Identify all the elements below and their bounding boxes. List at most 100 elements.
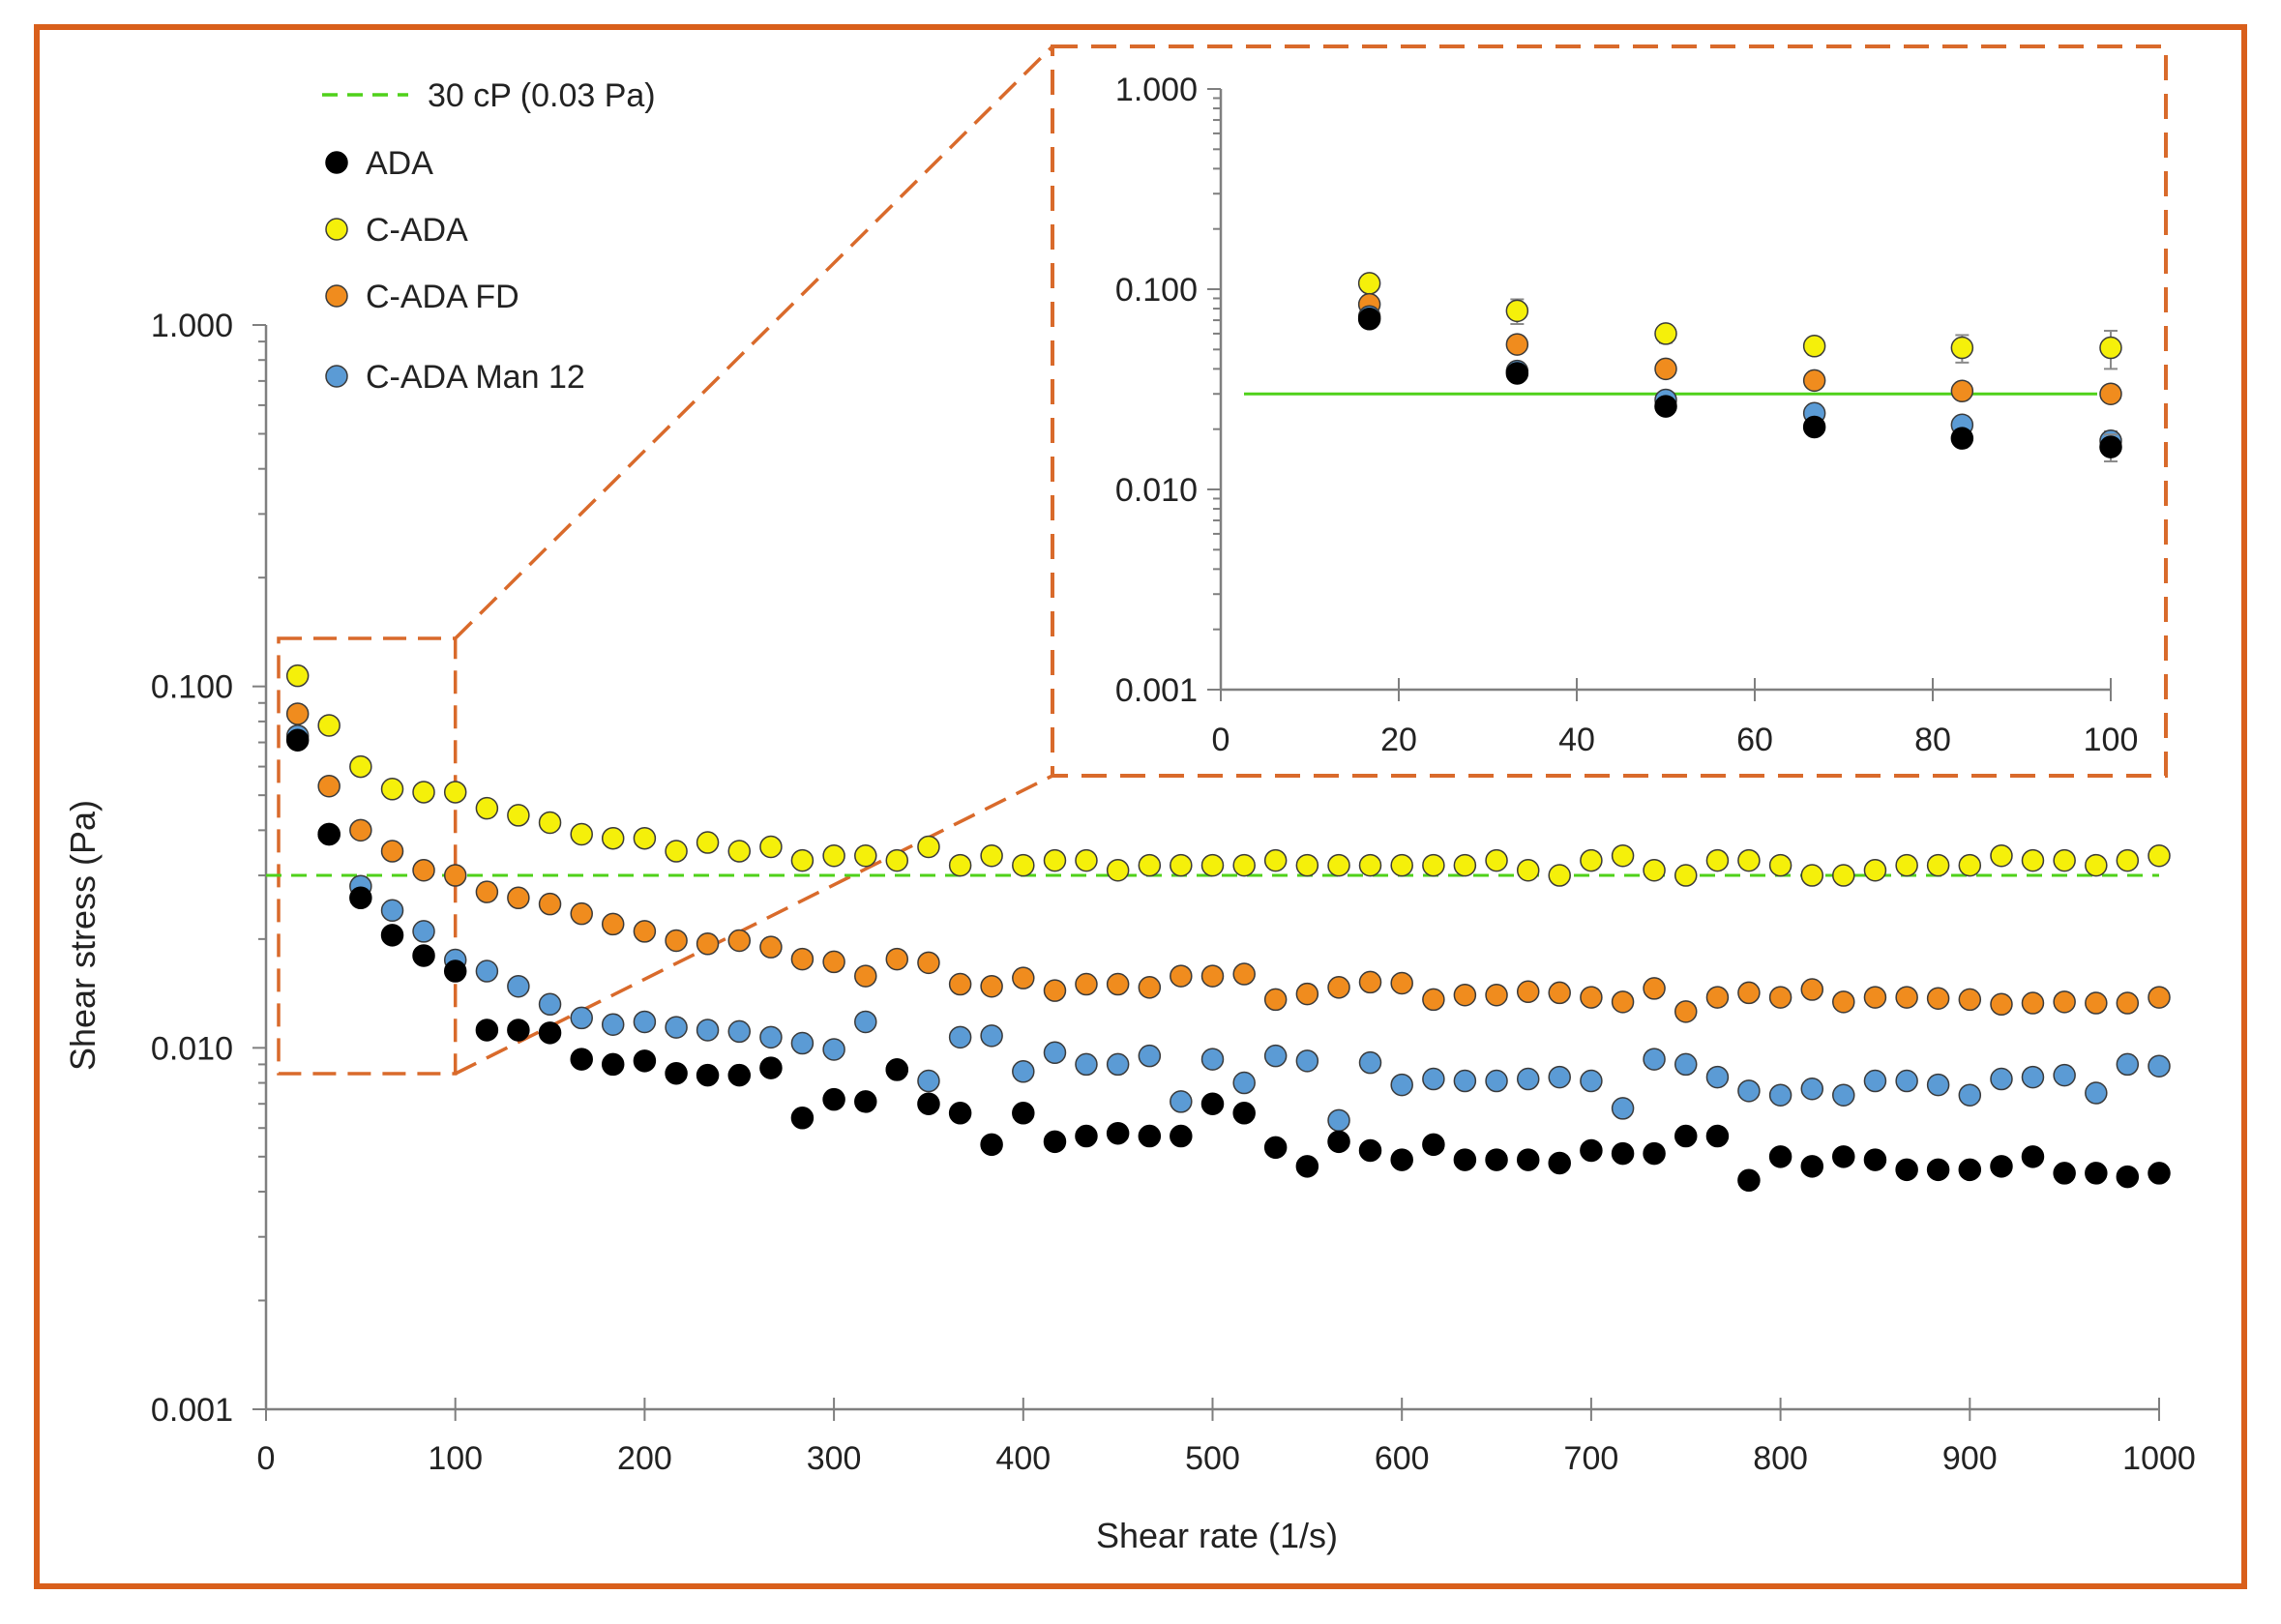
data-point-ada <box>1263 1136 1288 1160</box>
data-point-c-ada-man-12 <box>1611 1097 1635 1120</box>
data-point-c-ada-fd <box>1958 988 1982 1012</box>
inset-chart: 1.000 0.100 0.010 0.001 0 20 40 60 80 100 <box>1051 44 2168 778</box>
series-ada <box>285 728 2171 1193</box>
data-point-c-ada <box>1705 848 1730 872</box>
data-point-c-ada <box>1832 864 1855 887</box>
data-point-c-ada <box>790 848 815 872</box>
data-point-ada <box>1958 1158 1982 1182</box>
data-point-ada <box>538 1021 562 1045</box>
data-point-c-ada-man-12 <box>2053 1063 2076 1087</box>
data-point-c-ada <box>2148 843 2171 868</box>
data-point-c-ada-man-12 <box>1863 1069 1887 1093</box>
data-point-c-ada <box>412 781 435 804</box>
data-point-c-ada-fd <box>948 972 972 996</box>
data-point-c-ada-fd <box>1327 976 1350 999</box>
data-point-c-ada-man-12 <box>1990 1067 2013 1091</box>
data-point-ada <box>380 924 404 947</box>
data-point-c-ada-man-12 <box>1800 1077 1824 1101</box>
y-axis-label: Shear stress (Pa) <box>63 800 103 1071</box>
data-point-c-ada-fd <box>380 840 404 863</box>
x-tick-label: 400 <box>995 1440 1051 1477</box>
data-point-c-ada <box>538 811 562 835</box>
data-point-c-ada-man-12 <box>380 899 404 923</box>
data-point-c-ada <box>727 840 751 863</box>
data-point-ada <box>1485 1148 1508 1171</box>
data-point-c-ada-man-12 <box>790 1031 815 1055</box>
data-point-ada <box>822 1087 845 1111</box>
x-tick-label: 500 <box>1185 1440 1240 1477</box>
data-point-c-ada <box>1453 853 1477 877</box>
data-point-ada <box>1075 1124 1098 1148</box>
data-point-ada <box>1516 1148 1540 1171</box>
data-point-c-ada <box>601 826 625 850</box>
data-point-c-ada-man-12 <box>1768 1083 1792 1107</box>
data-point-ada <box>1453 1148 1477 1171</box>
data-point-c-ada-fd <box>570 901 593 926</box>
data-point-c-ada-man-12 <box>2116 1052 2140 1077</box>
data-point-ada <box>570 1048 593 1071</box>
data-point-ada <box>1895 1158 1918 1182</box>
data-point-c-ada-fd <box>1170 964 1193 988</box>
inset-y-tick-label: 1.000 <box>1115 72 1198 108</box>
data-point-c-ada-fd <box>1895 986 1918 1009</box>
inset-data-point-c-ada <box>1357 272 1381 295</box>
series-c-ada <box>285 664 2171 887</box>
data-point-ada <box>1580 1138 1603 1163</box>
data-point-c-ada-man-12 <box>1043 1041 1067 1065</box>
data-point-ada <box>1327 1130 1350 1154</box>
data-point-c-ada-man-12 <box>1106 1052 1130 1077</box>
data-point-c-ada <box>2021 848 2045 872</box>
data-point-c-ada-fd <box>1643 977 1666 1000</box>
inset-x-tick-label: 0 <box>1212 722 1230 758</box>
data-point-ada <box>1200 1092 1225 1115</box>
data-point-ada <box>317 822 341 846</box>
data-point-c-ada <box>1611 843 1635 868</box>
data-point-c-ada-fd <box>1926 987 1950 1010</box>
data-point-ada <box>633 1049 657 1073</box>
data-point-c-ada <box>1170 853 1193 877</box>
inset-data-points <box>1357 272 2122 463</box>
data-point-ada <box>665 1061 688 1085</box>
data-point-c-ada-fd <box>2116 991 2140 1015</box>
data-point-c-ada-man-12 <box>1548 1065 1571 1089</box>
data-point-ada <box>1737 1168 1761 1193</box>
data-point-c-ada-man-12 <box>1012 1060 1035 1083</box>
data-point-c-ada-fd <box>759 935 783 959</box>
data-point-c-ada-man-12 <box>1580 1069 1603 1093</box>
data-point-c-ada-man-12 <box>1170 1090 1193 1113</box>
data-point-c-ada-fd <box>980 974 1003 998</box>
data-point-ada <box>1232 1102 1256 1125</box>
data-point-c-ada <box>1643 858 1666 882</box>
inset-data-point-c-ada-fd <box>1505 333 1529 356</box>
data-point-c-ada-fd <box>822 950 845 974</box>
legend-label-reference: 30 cP (0.03 Pa) <box>428 77 656 114</box>
x-tick-label: 0 <box>257 1440 276 1477</box>
y-tick-label: 0.100 <box>151 669 233 706</box>
data-point-c-ada-man-12 <box>1200 1048 1225 1071</box>
data-point-c-ada-fd <box>601 912 625 936</box>
inset-data-point-ada <box>1357 308 1381 331</box>
data-point-c-ada-fd <box>885 947 909 971</box>
data-point-c-ada-man-12 <box>570 1006 593 1030</box>
data-point-ada <box>1863 1148 1887 1171</box>
y-tick-label: 1.000 <box>151 308 233 344</box>
data-point-c-ada-man-12 <box>917 1069 940 1093</box>
data-point-c-ada-man-12 <box>1390 1073 1413 1097</box>
data-point-c-ada <box>1548 864 1571 887</box>
data-point-c-ada <box>1358 853 1382 877</box>
data-point-c-ada-man-12 <box>948 1025 972 1049</box>
data-point-c-ada <box>1200 853 1225 877</box>
y-tick-label: 0.001 <box>151 1392 233 1429</box>
legend-marker-c-ada <box>325 218 348 241</box>
data-point-c-ada-man-12 <box>2148 1054 2171 1078</box>
data-point-c-ada-man-12 <box>696 1019 720 1042</box>
data-point-ada <box>948 1102 972 1125</box>
y-tick-label: 0.010 <box>151 1030 233 1067</box>
data-point-c-ada <box>443 781 467 804</box>
data-point-c-ada <box>1106 858 1130 882</box>
data-point-c-ada-man-12 <box>854 1010 877 1034</box>
data-point-c-ada-fd <box>1832 990 1855 1014</box>
data-point-ada <box>790 1107 815 1130</box>
data-point-ada <box>2148 1162 2171 1185</box>
data-point-ada <box>443 960 467 983</box>
